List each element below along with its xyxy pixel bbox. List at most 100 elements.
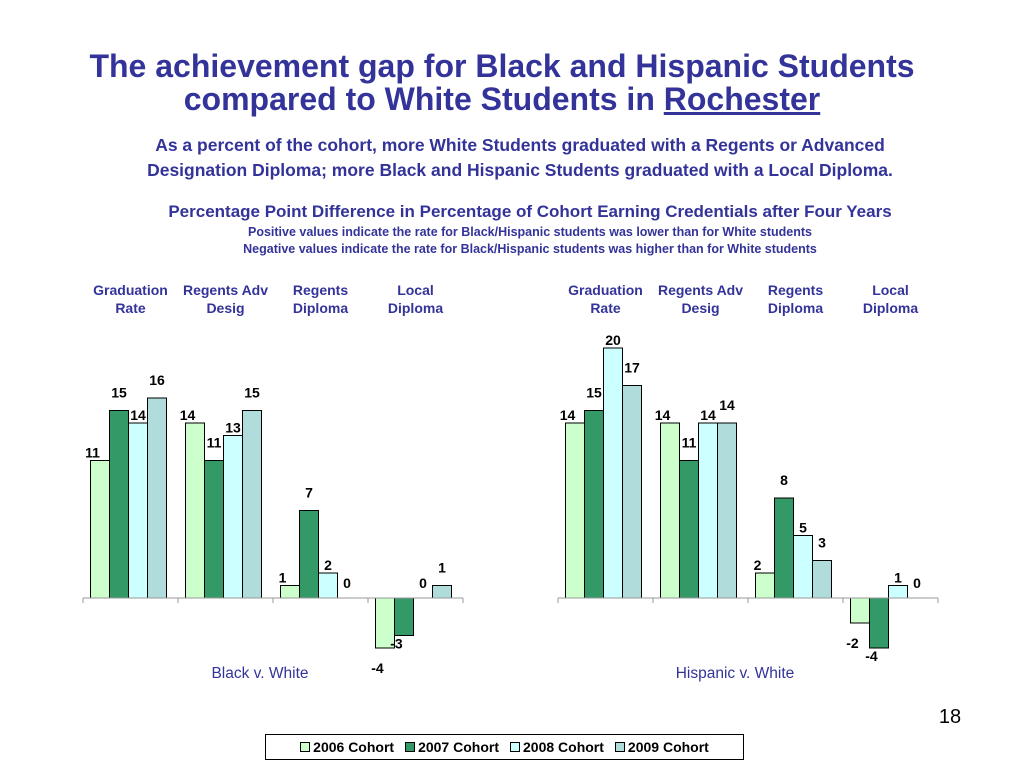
title-line-2-prefix: compared to White Students in — [183, 81, 664, 117]
bar — [204, 460, 224, 599]
category-label: Rate — [115, 300, 146, 316]
data-label: -4 — [865, 648, 878, 664]
bar — [565, 422, 585, 599]
data-label: 8 — [780, 472, 788, 488]
data-label: 14 — [719, 397, 735, 413]
category-label: Desig — [206, 300, 244, 316]
data-label: 15 — [111, 385, 127, 401]
bar — [603, 347, 623, 599]
title-line-2: compared to White Students in Rochester — [0, 83, 1004, 116]
data-label: 14 — [130, 407, 146, 423]
legend-swatch — [614, 742, 625, 752]
note-positive: Positive values indicate the rate for Bl… — [247, 225, 813, 239]
data-label: 15 — [244, 385, 260, 401]
bar — [774, 497, 794, 599]
bar — [793, 535, 813, 599]
category-label: Diploma — [293, 300, 348, 316]
note-negative: Negative values indicate the rate for Bl… — [243, 242, 817, 256]
slide-subtitle: As a percent of the cohort, more White S… — [60, 133, 980, 183]
data-label: 13 — [225, 420, 241, 436]
category-label: Local — [397, 282, 434, 298]
bar — [147, 397, 167, 599]
data-label: -3 — [390, 636, 403, 652]
bar — [698, 422, 718, 599]
legend-label: 2007 Cohort — [418, 739, 499, 755]
bar — [755, 572, 775, 599]
bar — [128, 422, 148, 599]
bar — [280, 585, 300, 599]
bar — [622, 385, 642, 599]
data-label: 3 — [818, 535, 826, 551]
title-line-1: The achievement gap for Black and Hispan… — [89, 48, 915, 84]
bar — [850, 597, 870, 624]
slide-title: The achievement gap for Black and Hispan… — [0, 50, 1004, 116]
data-label: -2 — [846, 635, 859, 651]
bar — [185, 422, 205, 599]
category-label: Regents Adv — [183, 282, 268, 298]
bar — [660, 422, 680, 599]
legend-item: 2009 Cohort — [614, 739, 709, 755]
data-label: 11 — [207, 435, 222, 451]
bar — [223, 435, 243, 599]
bar — [432, 585, 452, 599]
title-place: Rochester — [663, 81, 821, 117]
data-label: 17 — [624, 360, 640, 376]
bar — [679, 460, 699, 599]
data-label: 16 — [149, 372, 165, 388]
category-label: Desig — [681, 300, 719, 316]
category-label: Diploma — [863, 300, 918, 316]
data-label: 0 — [913, 575, 921, 591]
data-label: 5 — [799, 520, 807, 536]
legend-swatch — [510, 742, 520, 752]
data-label: 1 — [438, 560, 446, 576]
chart-legend: 2006 Cohort 2007 Cohort 2008 Cohort 2009… — [265, 734, 744, 760]
bar — [812, 560, 832, 599]
legend-item: 2006 Cohort — [300, 739, 394, 755]
bar — [242, 410, 262, 599]
panel-label: Hispanic v. White — [676, 665, 795, 682]
bar — [888, 585, 908, 599]
bar — [584, 410, 604, 599]
legend-item: 2008 Cohort — [510, 739, 604, 755]
data-label: 14 — [700, 407, 716, 423]
legend-label: 2006 Cohort — [313, 739, 395, 755]
bar — [90, 460, 110, 599]
legend-label: 2008 Cohort — [523, 739, 604, 755]
category-label: Diploma — [768, 300, 823, 316]
data-label: 2 — [324, 557, 332, 573]
category-label: Graduation — [568, 282, 643, 298]
legend-item: 2007 Cohort — [405, 739, 499, 755]
data-label: 14 — [655, 407, 671, 423]
data-label: 11 — [85, 445, 100, 461]
data-label: 1 — [279, 570, 287, 586]
data-label: 7 — [305, 485, 313, 501]
bar — [717, 422, 737, 599]
legend-swatch — [405, 742, 416, 752]
data-label: 20 — [605, 332, 621, 348]
category-label: Graduation — [93, 282, 168, 298]
category-label: Diploma — [388, 300, 443, 316]
chart-title: Percentage Point Difference in Percentag… — [168, 202, 892, 221]
subtitle-line-1: As a percent of the cohort, more White S… — [155, 135, 885, 155]
page-number: 18 — [938, 706, 962, 728]
bar — [394, 597, 414, 636]
subtitle-line-2: Designation Diploma; more Black and Hisp… — [147, 160, 893, 180]
category-label: Rate — [590, 300, 621, 316]
bar — [299, 510, 319, 599]
category-label: Local — [872, 282, 909, 298]
legend-label: 2009 Cohort — [627, 739, 709, 755]
bar — [318, 572, 338, 599]
data-label: -4 — [371, 660, 384, 676]
data-label: 11 — [682, 435, 697, 451]
data-label: 0 — [343, 575, 351, 591]
category-label: Regents — [768, 282, 823, 298]
category-label: Regents Adv — [658, 282, 743, 298]
data-label: 2 — [754, 557, 762, 573]
data-label: 1 — [894, 570, 902, 586]
bar — [869, 597, 889, 649]
data-label: 14 — [560, 407, 576, 423]
data-label: 14 — [180, 407, 196, 423]
data-label: 15 — [586, 385, 602, 401]
data-label: 0 — [419, 575, 427, 591]
